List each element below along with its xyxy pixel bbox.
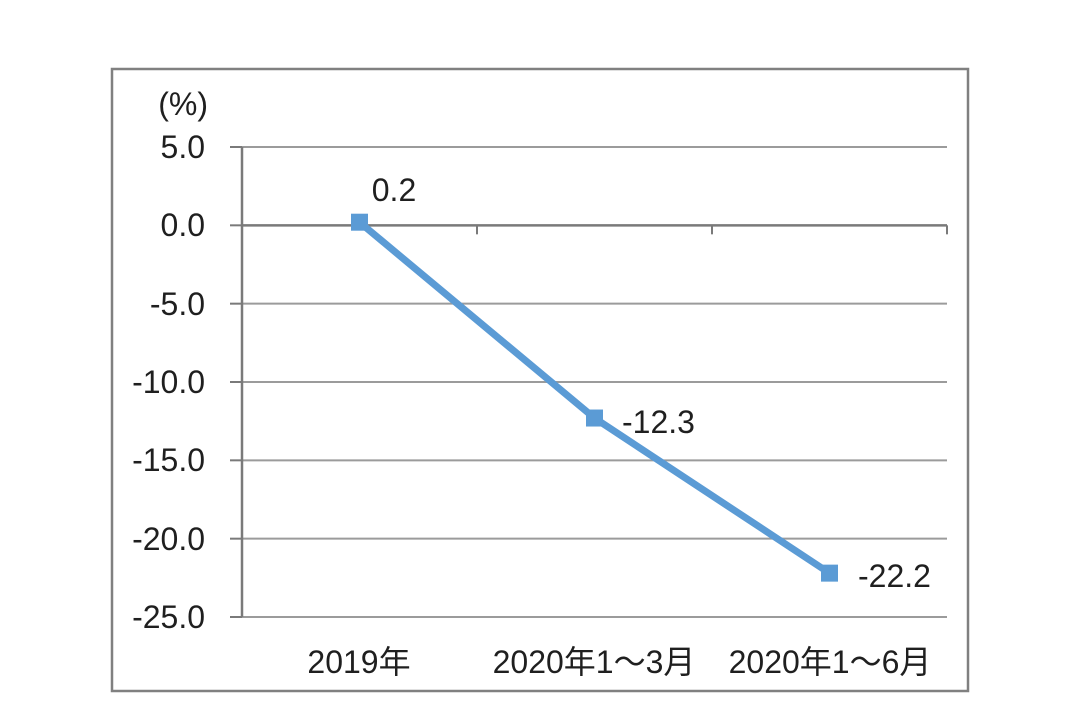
- data-point-marker: [351, 213, 368, 231]
- data-point-marker: [821, 564, 838, 582]
- y-tick-label: 0.0: [160, 207, 205, 243]
- data-label: -12.3: [622, 404, 695, 440]
- y-tick-label: 5.0: [160, 129, 205, 165]
- y-axis-unit-label: (%): [158, 86, 208, 122]
- data-point-marker: [586, 409, 603, 427]
- y-tick-label: -5.0: [149, 286, 205, 322]
- x-category-label: 2020年1～6月: [728, 644, 932, 680]
- y-tick-label: -20.0: [132, 521, 205, 557]
- data-label: 0.2: [371, 172, 417, 208]
- data-label: -22.2: [858, 558, 931, 594]
- x-category-label: 2019年: [307, 644, 411, 680]
- y-tick-label: -25.0: [132, 599, 205, 635]
- x-category-label: 2020年1～3月: [492, 644, 696, 680]
- y-tick-label: -15.0: [132, 442, 205, 478]
- y-tick-label: -10.0: [132, 364, 205, 400]
- chart-frame: [110, 67, 970, 693]
